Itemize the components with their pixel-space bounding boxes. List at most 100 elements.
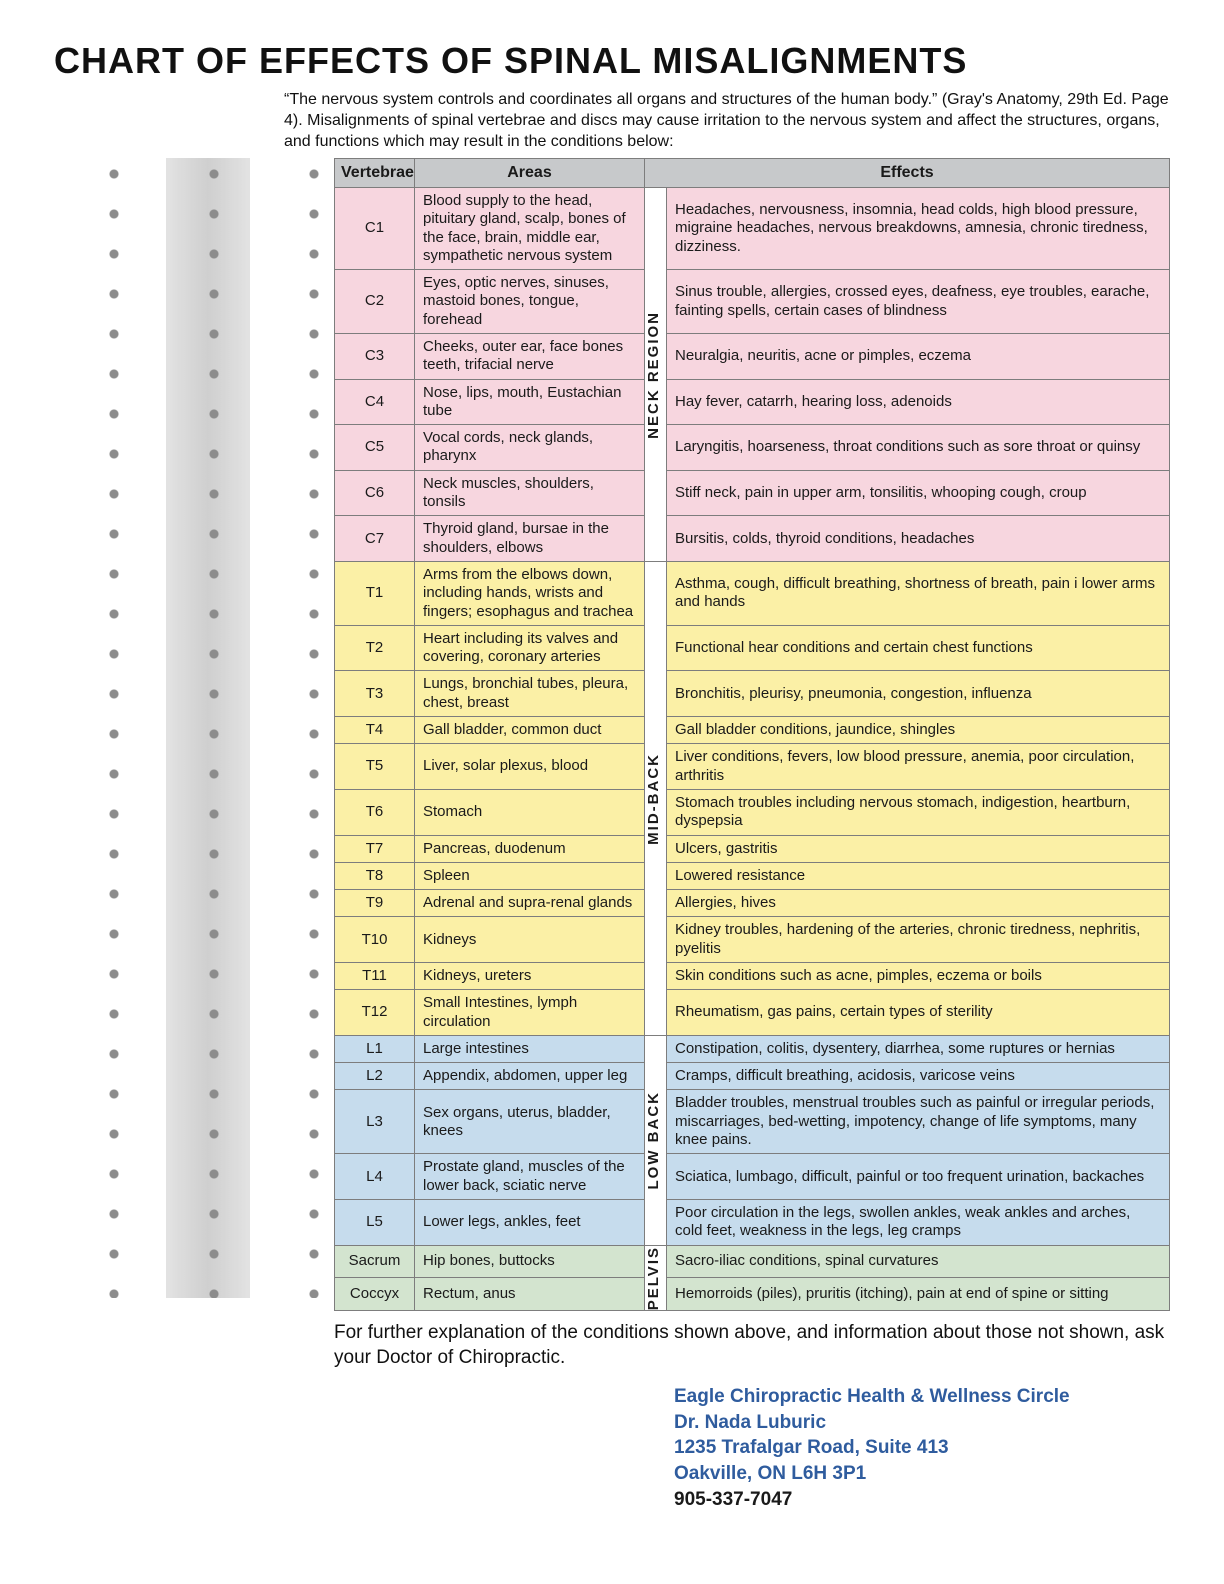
table-row: L5Lower legs, ankles, feet Poor circulati… [335,1199,1170,1245]
vertebra-cell: T2 [335,625,415,671]
vertebra-cell: Sacrum [335,1245,415,1278]
effects-cell: Rheumatism, gas pains, certain types of … [667,990,1170,1036]
table-row: C6Neck muscles, shoulders, tonsils Stiff … [335,470,1170,516]
vertebra-cell: L5 [335,1199,415,1245]
effects-cell: Stiff neck, pain in upper arm, tonsiliti… [667,470,1170,516]
table-row: CoccyxRectum, anusHemorroids (piles), pr… [335,1278,1170,1311]
table-row: L3Sex organs, uterus, bladder, kneesBlad… [335,1090,1170,1154]
areas-cell: Appendix, abdomen, upper leg [415,1063,645,1090]
vertebra-cell: C6 [335,470,415,516]
vertebra-cell: T11 [335,963,415,990]
vertebra-cell: T12 [335,990,415,1036]
areas-cell: Eyes, optic nerves, sinuses, mastoid bon… [415,270,645,334]
areas-cell: Cheeks, outer ear, face bones teeth, tri… [415,333,645,379]
areas-cell: Spleen [415,862,645,889]
spine-illustration [54,158,334,1298]
effects-cell: Functional hear conditions and certain c… [667,625,1170,671]
effects-cell: Headaches, nervousness, insomnia, head c… [667,187,1170,269]
effects-cell: Allergies, hives [667,890,1170,917]
areas-cell: Vocal cords, neck glands, pharynx [415,425,645,471]
effects-cell: Bladder troubles, menstrual troubles suc… [667,1090,1170,1154]
region-label: LOW BACK [645,1035,667,1245]
region-label: PELVIS [645,1245,667,1310]
effects-cell: Poor circulation in the legs, swollen an… [667,1199,1170,1245]
vertebra-cell: T3 [335,671,415,717]
effects-cell: Liver conditions, fevers, low blood pres… [667,744,1170,790]
vertebra-cell: T6 [335,789,415,835]
vertebra-cell: C1 [335,187,415,269]
areas-cell: Arms from the elbows down, including han… [415,561,645,625]
table-row: C5Vocal cords, neck glands, pharynx Laryn… [335,425,1170,471]
table-row: L1Large intestinesLOW BACKConstipation, … [335,1035,1170,1062]
vertebra-cell: T10 [335,917,415,963]
region-label: NECK REGION [645,187,667,561]
areas-cell: Neck muscles, shoulders, tonsils [415,470,645,516]
vertebra-cell: L3 [335,1090,415,1154]
table-row: SacrumHip bones, buttocksPELVISSacro-ili… [335,1245,1170,1278]
vertebra-cell: T7 [335,835,415,862]
effects-cell: Bursitis, colds, thyroid conditions, hea… [667,516,1170,562]
contact-org: Eagle Chiropractic Health & Wellness Cir… [674,1384,1170,1410]
col-header-areas: Areas [415,159,645,188]
table-row: L2Appendix, abdomen, upper legCramps, di… [335,1063,1170,1090]
areas-cell: Heart including its valves and covering,… [415,625,645,671]
table-row: T2Heart including its valves and coverin… [335,625,1170,671]
table-row: T1Arms from the elbows down, including h… [335,561,1170,625]
effects-cell: Sciatica, lumbago, difficult, painful or… [667,1154,1170,1200]
table-row: C4Nose, lips, mouth, Eustachian tubeHay … [335,379,1170,425]
vertebra-cell: C5 [335,425,415,471]
vertebra-cell: T5 [335,744,415,790]
table-row: C7Thyroid gland, bursae in the shoulders… [335,516,1170,562]
region-label: MID-BACK [645,561,667,1035]
page-title: CHART OF EFFECTS OF SPINAL MISALIGNMENTS [54,40,1170,82]
effects-cell: Stomach troubles including nervous stoma… [667,789,1170,835]
areas-cell: Stomach [415,789,645,835]
effects-cell: Laryngitis, hoarseness, throat condition… [667,425,1170,471]
spinal-effects-table: Vertebrae Areas Effects C1Blood supply t… [334,158,1170,1310]
areas-cell: Liver, solar plexus, blood [415,744,645,790]
effects-cell: Ulcers, gastritis [667,835,1170,862]
col-header-vertebrae: Vertebrae [335,159,415,188]
table-row: T5Liver, solar plexus, blood Liver condit… [335,744,1170,790]
vertebra-cell: T4 [335,717,415,744]
table-row: T9Adrenal and supra-renal glandsAllergie… [335,890,1170,917]
vertebra-cell: T9 [335,890,415,917]
table-row: T8SpleenLowered resistance [335,862,1170,889]
table-row: C2Eyes, optic nerves, sinuses, mastoid b… [335,270,1170,334]
effects-cell: Hay fever, catarrh, hearing loss, adenoi… [667,379,1170,425]
effects-cell: Lowered resistance [667,862,1170,889]
table-row: T11Kidneys, ureters Skin conditions such … [335,963,1170,990]
effects-cell: Kidney troubles, hardening of the arteri… [667,917,1170,963]
table-row: C1Blood supply to the head, pituitary gl… [335,187,1170,269]
areas-cell: Prostate gland, muscles of the lower bac… [415,1154,645,1200]
table-row: T7Pancreas, duodenumUlcers, gastritis [335,835,1170,862]
table-row: T10KidneysKidney troubles, hardening of … [335,917,1170,963]
contact-phone: 905-337-7047 [674,1487,1170,1513]
vertebra-cell: C3 [335,333,415,379]
areas-cell: Blood supply to the head, pituitary glan… [415,187,645,269]
effects-cell: Sinus trouble, allergies, crossed eyes, … [667,270,1170,334]
vertebra-cell: Coccyx [335,1278,415,1311]
vertebra-cell: L1 [335,1035,415,1062]
table-row: T4Gall bladder, common ductGall bladder … [335,717,1170,744]
col-header-effects: Effects [645,159,1170,188]
effects-cell: Neuralgia, neuritis, acne or pimples, ec… [667,333,1170,379]
effects-cell: Hemorroids (piles), pruritis (itching), … [667,1278,1170,1311]
vertebra-cell: T1 [335,561,415,625]
effects-cell: Bronchitis, pleurisy, pneumonia, congest… [667,671,1170,717]
areas-cell: Lungs, bronchial tubes, pleura, chest, b… [415,671,645,717]
areas-cell: Kidneys, ureters [415,963,645,990]
vertebra-cell: L4 [335,1154,415,1200]
effects-cell: Skin conditions such as acne, pimples, e… [667,963,1170,990]
contact-address: 1235 Trafalgar Road, Suite 413 [674,1435,1170,1461]
areas-cell: Gall bladder, common duct [415,717,645,744]
footer-note: For further explanation of the condition… [334,1321,1170,1370]
vertebra-cell: L2 [335,1063,415,1090]
areas-cell: Nose, lips, mouth, Eustachian tube [415,379,645,425]
areas-cell: Thyroid gland, bursae in the shoulders, … [415,516,645,562]
table-row: T3Lungs, bronchial tubes, pleura, chest,… [335,671,1170,717]
vertebra-cell: C2 [335,270,415,334]
areas-cell: Lower legs, ankles, feet [415,1199,645,1245]
table-row: T6Stomach Stomach troubles including nerv… [335,789,1170,835]
table-row: L4Prostate gland, muscles of the lower b… [335,1154,1170,1200]
